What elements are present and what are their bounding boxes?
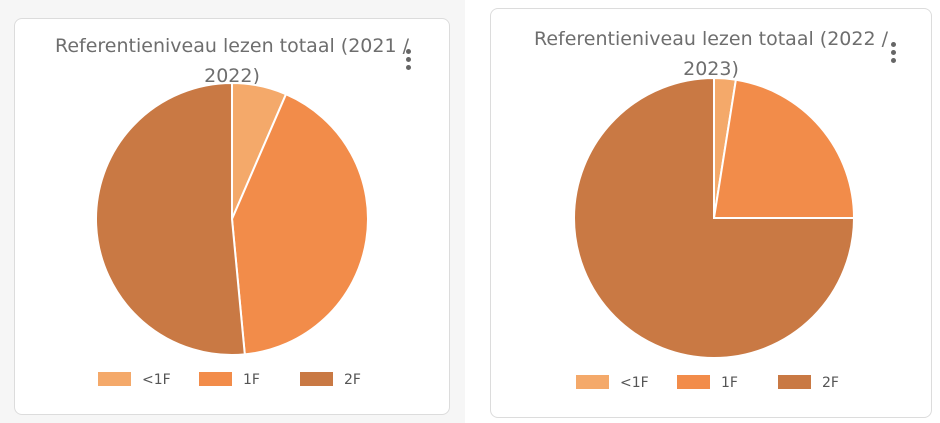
- chart-card: Referentieniveau lezen totaal (2021 / 20…: [14, 18, 450, 415]
- legend-label: 2F: [344, 372, 361, 388]
- legend-label: 2F: [822, 375, 839, 391]
- legend-label: <1F: [142, 372, 171, 388]
- legend-swatch: [576, 375, 609, 389]
- chart: <1F 1F 2F: [95, 81, 369, 388]
- legend-label: 1F: [721, 375, 738, 391]
- legend-swatch: [199, 372, 232, 386]
- chart-card: Referentieniveau lezen totaal (2022 / 20…: [490, 8, 932, 418]
- chart-title: Referentieniveau lezen totaal (2022 / 20…: [534, 28, 888, 80]
- legend-swatch: [677, 375, 710, 389]
- pie-slice: [95, 81, 246, 356]
- pie-slice: [712, 78, 856, 219]
- legend-swatch: [778, 375, 811, 389]
- legend-swatch: [98, 372, 131, 386]
- chart: <1F 1F 2F: [573, 76, 856, 391]
- legend-label: <1F: [620, 375, 649, 391]
- legend-label: 1F: [243, 372, 260, 388]
- menu-button[interactable]: [891, 42, 897, 66]
- legend-swatch: [300, 372, 333, 386]
- pie-slice: [230, 92, 369, 356]
- pie-slice: [573, 76, 856, 359]
- chart-title: Referentieniveau lezen totaal (2021 / 20…: [55, 35, 409, 87]
- menu-button[interactable]: [406, 49, 412, 73]
